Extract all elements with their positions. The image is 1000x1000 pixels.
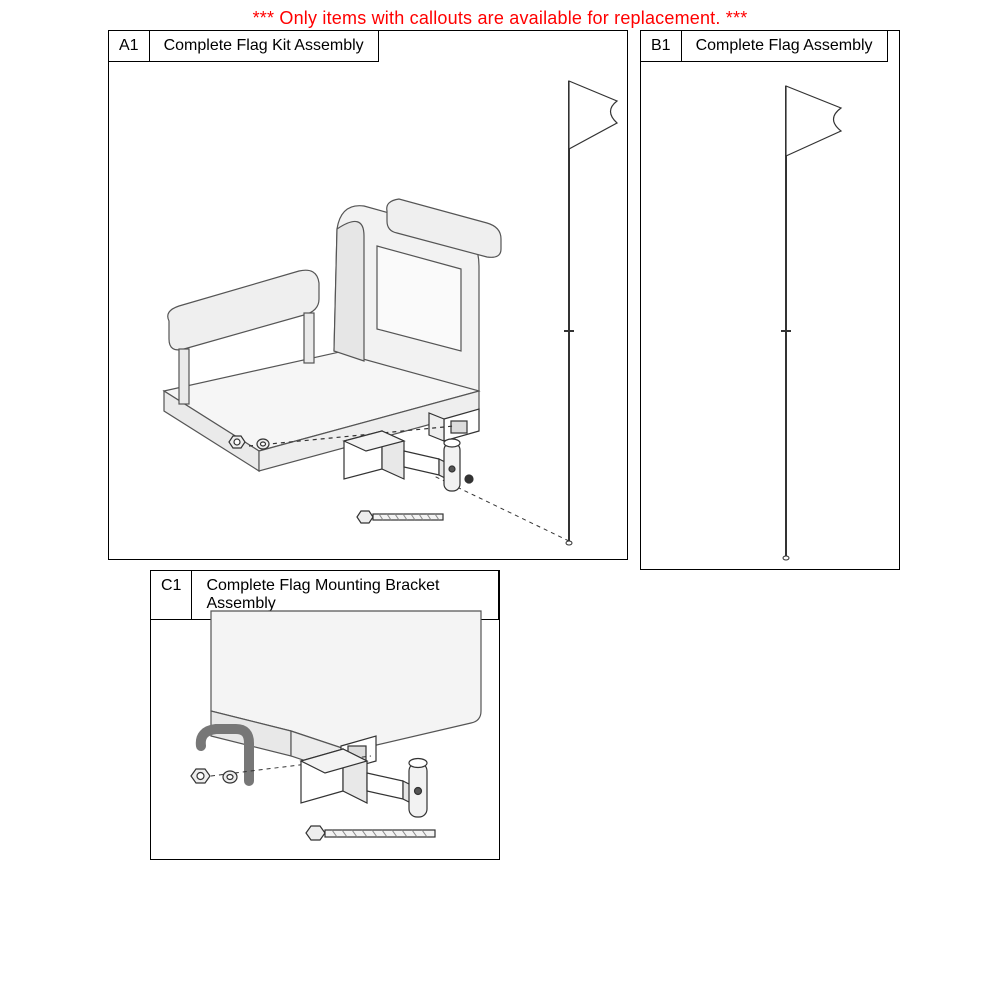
diagram-c1: [151, 571, 501, 861]
panel-a1: A1 Complete Flag Kit Assembly: [108, 30, 628, 560]
replacement-notice: *** Only items with callouts are availab…: [0, 8, 1000, 29]
diagram-b1: [641, 31, 901, 571]
panel-b1: B1 Complete Flag Assembly: [640, 30, 900, 570]
diagram-a1: [109, 31, 629, 561]
panel-c1: C1 Complete Flag Mounting Bracket Assemb…: [150, 570, 500, 860]
